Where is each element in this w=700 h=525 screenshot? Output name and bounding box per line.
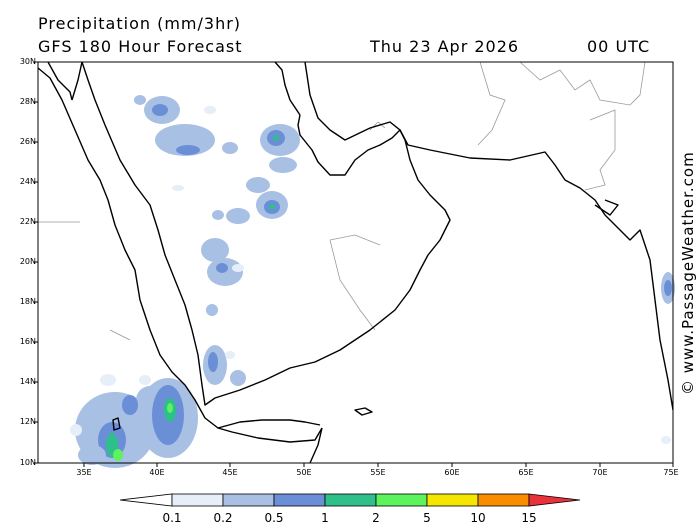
- lat-label-26n: 26N: [19, 137, 36, 146]
- lat-label-12n: 12N: [19, 417, 36, 426]
- lon-label-70e: 70E: [592, 468, 608, 477]
- lat-label-24n: 24N: [19, 177, 36, 186]
- lon-label-45e: 45E: [222, 468, 238, 477]
- lat-label-30n: 30N: [19, 57, 36, 66]
- axis-ticks: [34, 61, 674, 467]
- legend-colorbar: [119, 493, 581, 507]
- precip-india-coast: [661, 272, 675, 444]
- lat-label-22n: 22N: [19, 217, 36, 226]
- lat-label-28n: 28N: [19, 97, 36, 106]
- legend-label-0-1: 0.1: [162, 511, 182, 525]
- legend-swatch-3: [273, 493, 326, 507]
- legend-label-2: 2: [372, 511, 380, 525]
- legend-swatch-5: [375, 493, 428, 507]
- lon-label-40e: 40E: [149, 468, 165, 477]
- legend-swatch-7: [477, 493, 530, 507]
- lon-label-55e: 55E: [370, 468, 386, 477]
- legend-label-15: 15: [521, 511, 537, 525]
- lon-label-35e: 35E: [76, 468, 92, 477]
- lon-label-50e: 50E: [296, 468, 312, 477]
- legend-swatch-6: [426, 493, 479, 507]
- chart-title: Precipitation (mm/3hr): [38, 14, 242, 33]
- lon-label-75e: 75E: [663, 468, 679, 477]
- precip-north-arabia: [134, 95, 238, 156]
- legend-label-0-5: 0.5: [264, 511, 284, 525]
- lat-label-10n: 10N: [19, 458, 36, 467]
- lon-label-65e: 65E: [518, 468, 534, 477]
- legend-swatch-over: [528, 493, 581, 507]
- forecast-time: 00 UTC: [587, 37, 651, 56]
- lat-label-18n: 18N: [19, 297, 36, 306]
- lat-label-16n: 16N: [19, 337, 36, 346]
- lat-label-14n: 14N: [19, 377, 36, 386]
- precip-ethiopia: [70, 374, 198, 468]
- legend-label-1: 1: [321, 511, 329, 525]
- country-borders: [38, 61, 646, 341]
- precip-central-arabia: [201, 238, 246, 386]
- lon-label-60e: 60E: [444, 468, 460, 477]
- legend-swatch-under: [119, 493, 173, 507]
- legend-swatch-4: [324, 493, 377, 507]
- precip-gulf-region: [172, 124, 300, 224]
- copyright-credit: © www.PassageWeather.com: [679, 151, 697, 395]
- legend-swatch-2: [222, 493, 275, 507]
- lat-label-20n: 20N: [19, 257, 36, 266]
- legend-label-5: 5: [423, 511, 431, 525]
- coastlines: [37, 61, 674, 464]
- forecast-subtitle: GFS 180 Hour Forecast: [38, 37, 243, 56]
- precipitation-areas: [70, 95, 675, 468]
- legend-label-0-2: 0.2: [213, 511, 233, 525]
- forecast-date: Thu 23 Apr 2026: [370, 37, 520, 56]
- legend-label-10: 10: [470, 511, 486, 525]
- legend-swatch-1: [171, 493, 224, 507]
